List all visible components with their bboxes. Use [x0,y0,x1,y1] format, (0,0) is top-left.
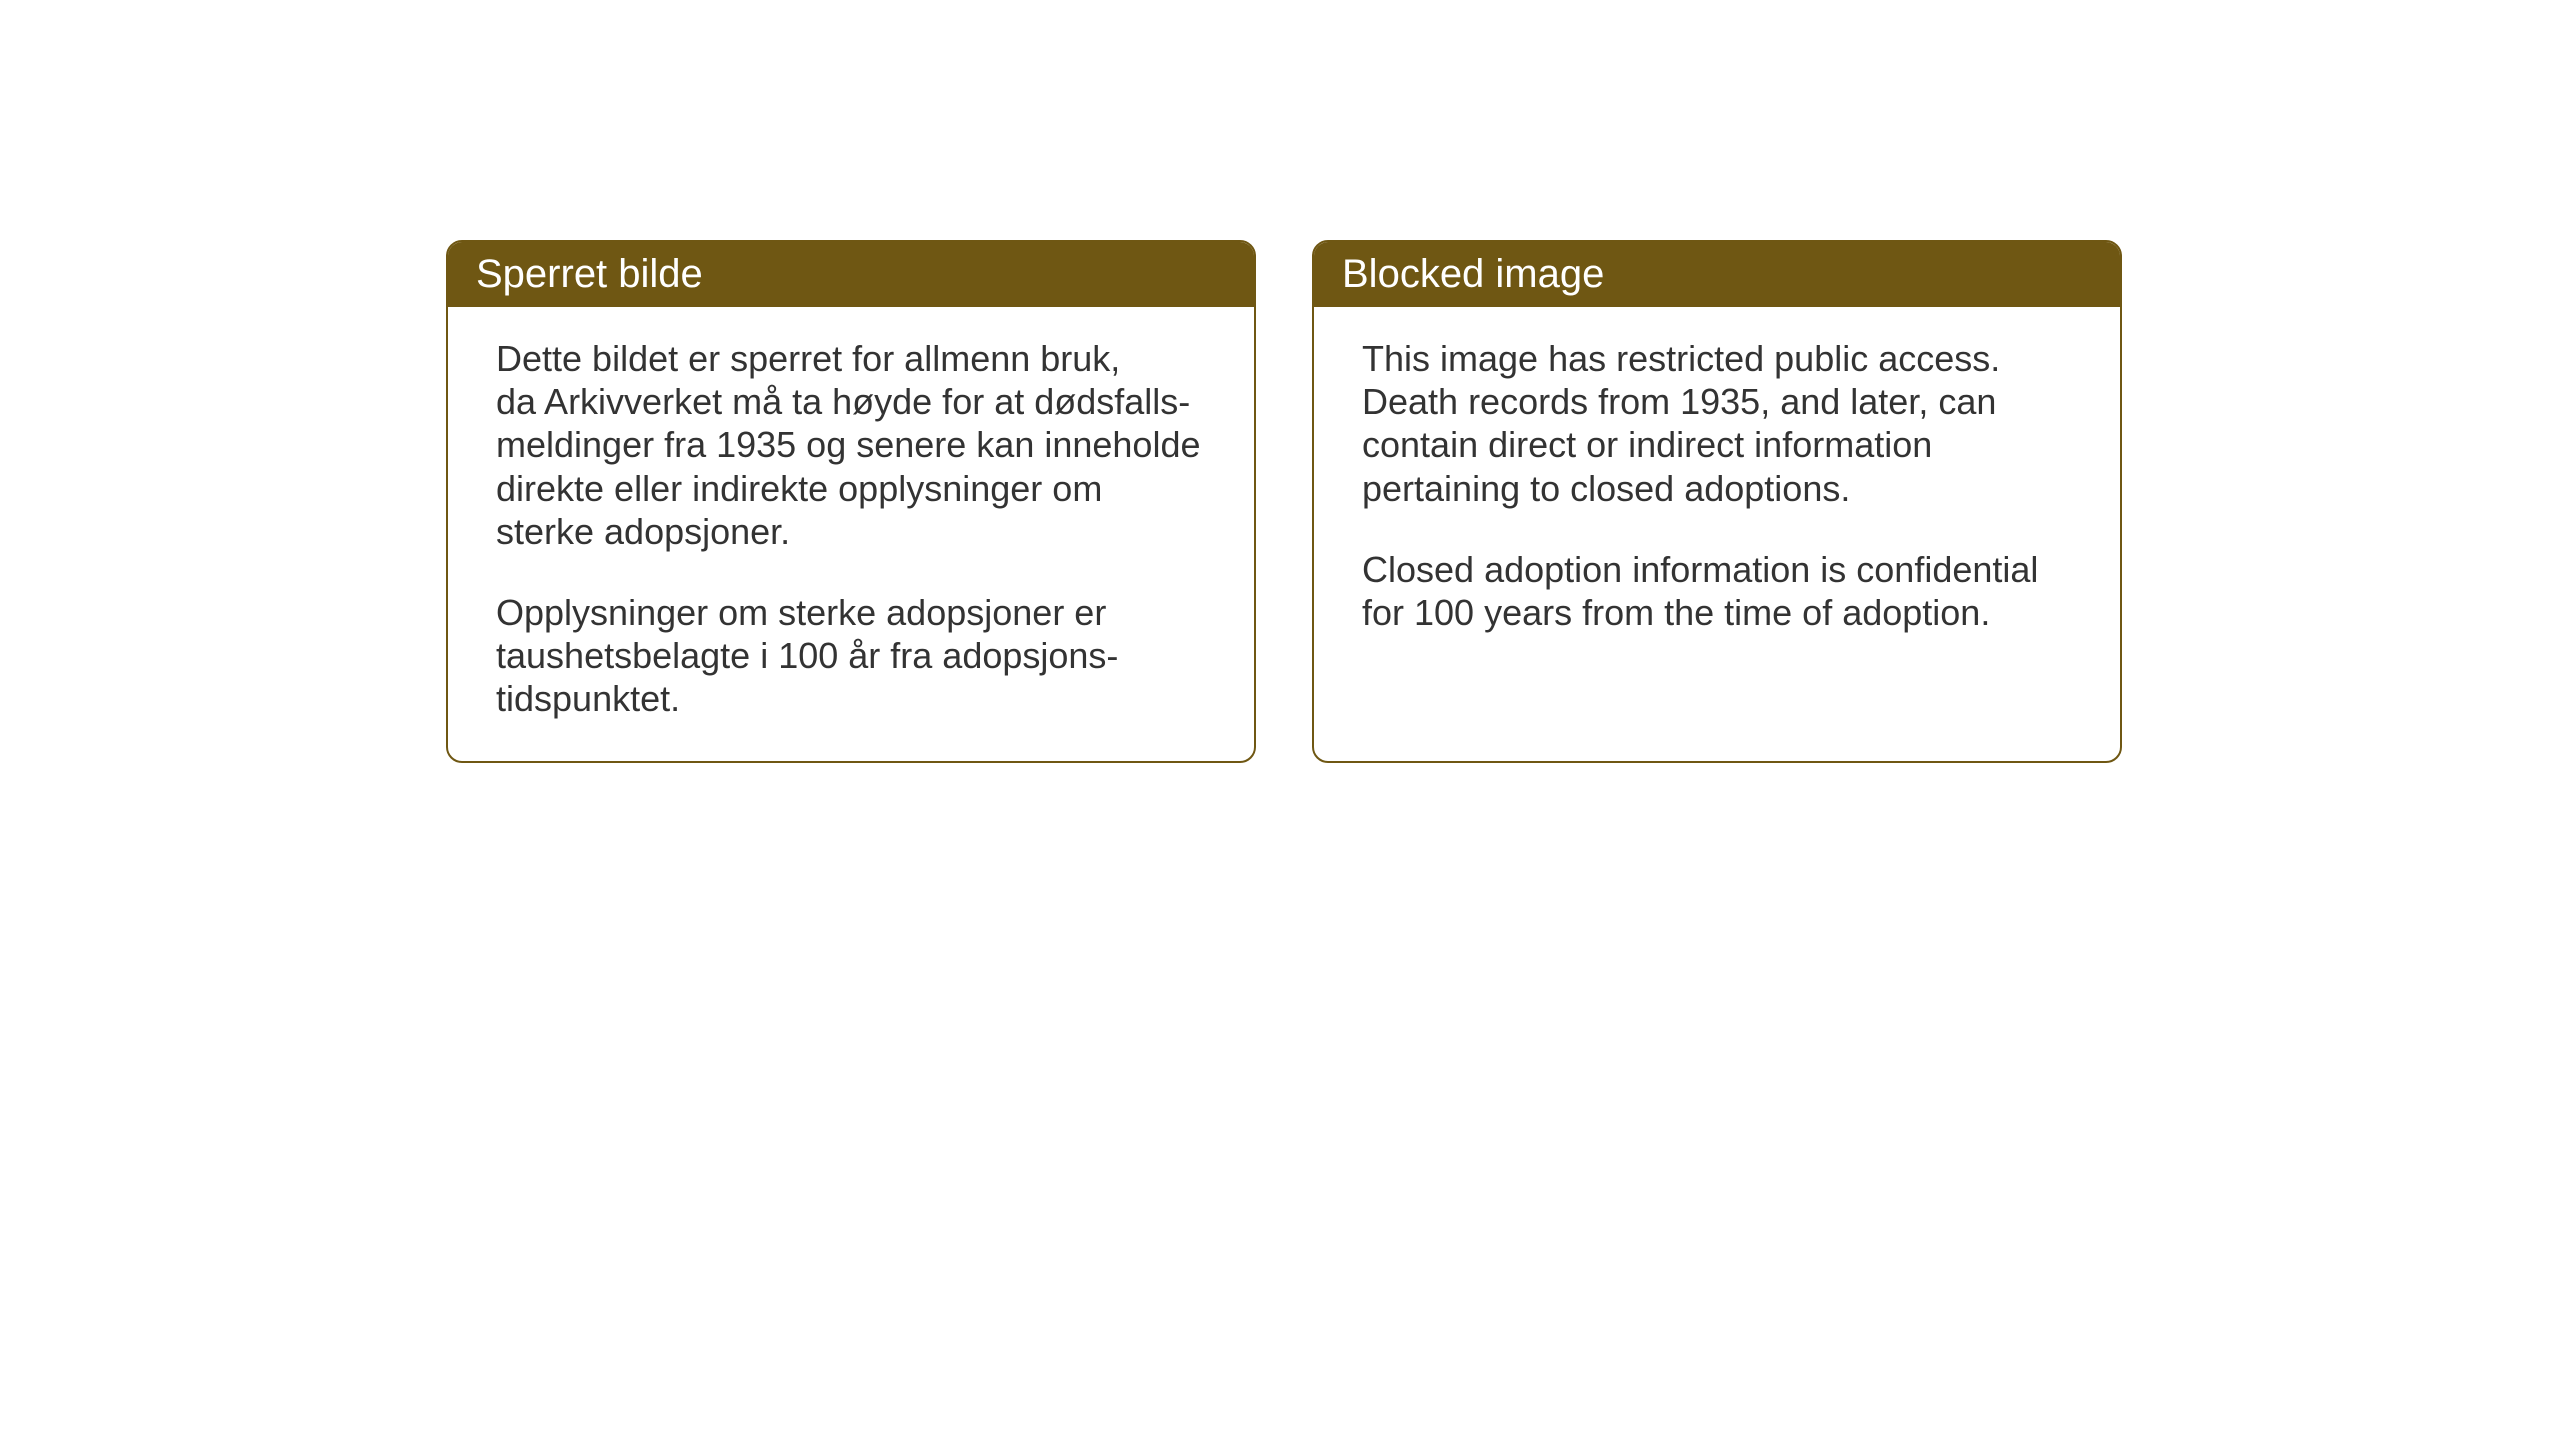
card-body-norwegian: Dette bildet er sperret for allmenn bruk… [448,307,1254,761]
card-title-norwegian: Sperret bilde [476,252,703,296]
card-paragraph-2-english: Closed adoption information is confident… [1362,548,2072,634]
card-english: Blocked image This image has restricted … [1312,240,2122,763]
card-header-norwegian: Sperret bilde [448,242,1254,307]
card-paragraph-2-norwegian: Opplysninger om sterke adopsjoner er tau… [496,591,1206,721]
card-norwegian: Sperret bilde Dette bildet er sperret fo… [446,240,1256,763]
card-body-english: This image has restricted public access.… [1314,307,2120,752]
card-header-english: Blocked image [1314,242,2120,307]
cards-container: Sperret bilde Dette bildet er sperret fo… [446,240,2122,763]
card-title-english: Blocked image [1342,252,1604,296]
card-paragraph-1-english: This image has restricted public access.… [1362,337,2072,510]
card-paragraph-1-norwegian: Dette bildet er sperret for allmenn bruk… [496,337,1206,553]
